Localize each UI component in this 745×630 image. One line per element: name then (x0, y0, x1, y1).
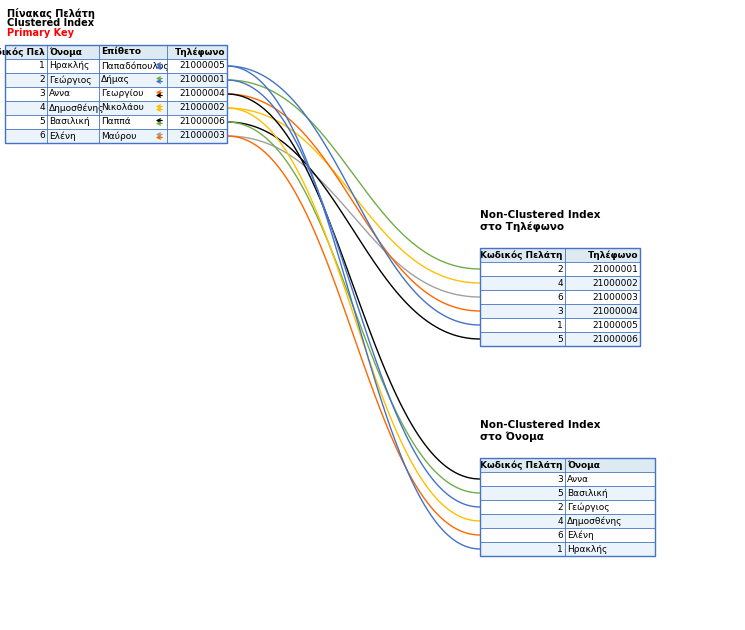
Text: Ελένη: Ελένη (49, 131, 76, 140)
Text: Primary Key: Primary Key (7, 28, 74, 38)
Text: Κωδικός Πελ: Κωδικός Πελ (0, 47, 45, 57)
Text: Δήμας: Δήμας (101, 76, 130, 84)
Bar (480, 248, 640, 346)
Text: Πίνακας Πελάτη: Πίνακας Πελάτη (7, 8, 95, 19)
Text: Αννα: Αννα (49, 89, 71, 98)
Text: 21000003: 21000003 (592, 292, 638, 302)
Text: 21000006: 21000006 (179, 118, 225, 127)
Text: 21000002: 21000002 (592, 278, 638, 287)
Text: Non-Clustered Index: Non-Clustered Index (480, 420, 600, 430)
Text: Ηρακλής: Ηρακλής (49, 62, 89, 71)
Text: Επίθετο: Επίθετο (101, 47, 141, 57)
Text: Δημοσθένης: Δημοσθένης (567, 516, 622, 526)
Bar (480, 276, 640, 290)
Text: Μαύρου: Μαύρου (101, 131, 136, 140)
Bar (5, 101, 227, 115)
Text: 4: 4 (557, 517, 563, 525)
Text: Νικολάου: Νικολάου (101, 103, 144, 113)
Text: 21000001: 21000001 (179, 76, 225, 84)
Text: 1: 1 (39, 62, 45, 71)
Bar (5, 129, 227, 143)
Text: 21000006: 21000006 (592, 335, 638, 343)
Bar (480, 472, 655, 486)
Text: 21000002: 21000002 (180, 103, 225, 113)
Text: 21000004: 21000004 (180, 89, 225, 98)
Text: 5: 5 (557, 335, 563, 343)
Text: 4: 4 (39, 103, 45, 113)
Bar (480, 304, 640, 318)
Text: 3: 3 (557, 474, 563, 483)
Text: Γεώργιος: Γεώργιος (567, 502, 609, 512)
Bar (480, 332, 640, 346)
Text: Παππά: Παππά (101, 118, 131, 127)
Text: 21000001: 21000001 (592, 265, 638, 273)
Text: στο Όνομα: στο Όνομα (480, 431, 544, 442)
Text: Ελένη: Ελένη (567, 530, 594, 540)
Text: 5: 5 (557, 488, 563, 498)
Text: Κωδικός Πελάτη: Κωδικός Πελάτη (481, 461, 563, 470)
Text: 3: 3 (39, 89, 45, 98)
Text: Clustered Index: Clustered Index (7, 18, 94, 28)
Text: Όνομα: Όνομα (567, 461, 600, 470)
Bar (480, 542, 655, 556)
Text: Γεώργιος: Γεώργιος (49, 75, 92, 85)
Text: 21000003: 21000003 (179, 132, 225, 140)
Text: Βασιλική: Βασιλική (567, 488, 608, 498)
Text: 4: 4 (557, 278, 563, 287)
Text: 21000005: 21000005 (592, 321, 638, 329)
Bar (5, 115, 227, 129)
Bar (480, 486, 655, 500)
Text: 21000005: 21000005 (179, 62, 225, 71)
Bar (480, 262, 640, 276)
Text: 6: 6 (557, 292, 563, 302)
Text: 2: 2 (39, 76, 45, 84)
Bar (5, 45, 227, 143)
Text: Ηρακλής: Ηρακλής (567, 544, 607, 554)
Text: Παπαδόπουλος: Παπαδόπουλος (101, 61, 168, 71)
Bar (480, 318, 640, 332)
Text: 2: 2 (557, 503, 563, 512)
Text: Βασιλική: Βασιλική (49, 118, 89, 127)
Bar (5, 59, 227, 73)
Text: 5: 5 (39, 118, 45, 127)
Text: στο Τηλέφωνο: στο Τηλέφωνο (480, 221, 564, 231)
Text: 1: 1 (557, 321, 563, 329)
Bar (480, 290, 640, 304)
Bar (480, 514, 655, 528)
Text: Κωδικός Πελάτη: Κωδικός Πελάτη (481, 250, 563, 260)
Text: 21000004: 21000004 (592, 307, 638, 316)
Text: Non-Clustered Index: Non-Clustered Index (480, 210, 600, 220)
Text: Όνομα: Όνομα (49, 47, 82, 57)
Text: 2: 2 (557, 265, 563, 273)
Text: Γεωργίου: Γεωργίου (101, 89, 144, 98)
Text: 6: 6 (39, 132, 45, 140)
Bar (5, 73, 227, 87)
Bar (480, 528, 655, 542)
Bar (5, 45, 227, 59)
Text: Δημοσθένης: Δημοσθένης (49, 103, 104, 113)
Bar (480, 500, 655, 514)
Bar (480, 458, 655, 556)
Text: 1: 1 (557, 544, 563, 554)
Text: Αννα: Αννα (567, 474, 589, 483)
Text: 3: 3 (557, 307, 563, 316)
Bar (5, 87, 227, 101)
Bar (480, 458, 655, 472)
Text: Τηλέφωνο: Τηλέφωνο (588, 250, 638, 260)
Bar (480, 248, 640, 262)
Text: Τηλέφωνο: Τηλέφωνο (174, 47, 225, 57)
Text: 6: 6 (557, 530, 563, 539)
